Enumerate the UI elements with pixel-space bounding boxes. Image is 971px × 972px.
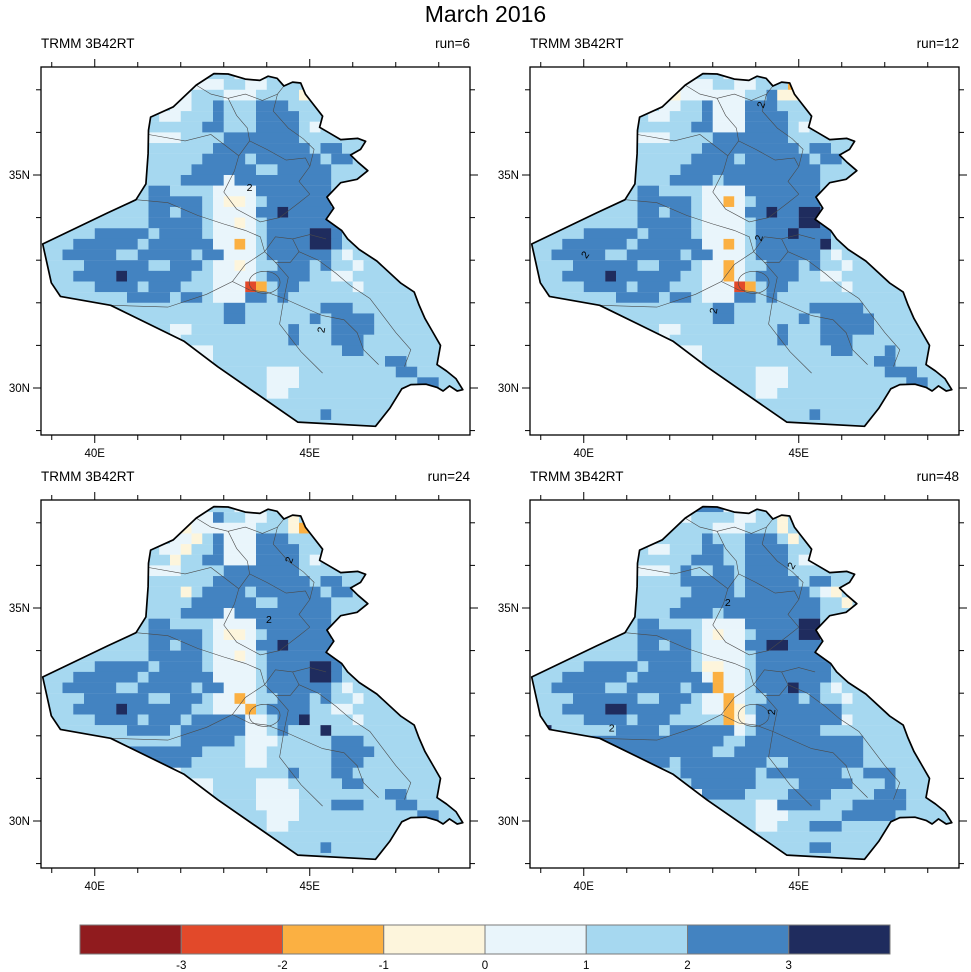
axis-ticks [33, 492, 478, 876]
x-tick-label: 40E [574, 448, 595, 460]
admin-boundaries [599, 84, 901, 374]
contour-label: 2 [766, 709, 778, 716]
x-tick-label: 40E [85, 881, 106, 893]
country-outline [41, 505, 464, 861]
x-tick-label: 40E [85, 448, 106, 460]
contour-label: 2 [266, 614, 272, 626]
contour-label: 2 [725, 597, 731, 609]
x-tick-label: 40E [574, 881, 595, 893]
grid-cells [42, 73, 463, 427]
colorbar-segment [484, 924, 587, 955]
y-tick-label: 30N [9, 383, 30, 395]
run-label: run=6 [435, 36, 470, 51]
grid-cells [42, 506, 463, 860]
colorbar: -3 -2 -1 0 1 2 3 [79, 924, 891, 972]
x-tick-label: 45E [789, 881, 810, 893]
y-tick-label: 30N [498, 383, 519, 395]
figure-title: March 2016 [424, 1, 547, 27]
colorbar-segment [79, 924, 182, 955]
panel-header-run-48: TRMM 3B42RT run=48 [530, 469, 959, 484]
admin-boundaries [599, 517, 901, 807]
contour-label: 2 [753, 234, 766, 243]
contour-label: 2 [315, 326, 328, 334]
admin-boundaries [110, 517, 412, 807]
x-tick-label: 45E [789, 448, 810, 460]
y-tick-label: 35N [498, 603, 519, 615]
plot-frame [40, 66, 471, 436]
panel-header-run-24: TRMM 3B42RT run=24 [41, 469, 470, 484]
grid-cells [531, 506, 952, 860]
panel-header-run-12: TRMM 3B42RT run=12 [530, 36, 959, 51]
plot-frame [40, 499, 471, 869]
map-run-48: 2 2 2 2 40E 45E 35N 30N [498, 492, 967, 893]
run-label: run=24 [427, 469, 470, 484]
run-label: run=12 [916, 36, 959, 51]
dataset-label: TRMM 3B42RT [530, 469, 624, 484]
admin-boundaries [110, 84, 412, 374]
colorbar-segment [687, 924, 790, 955]
colorbar-segment [282, 924, 385, 955]
axis-ticks [522, 59, 967, 443]
colorbar-tick-label: 0 [482, 960, 488, 972]
dataset-label: TRMM 3B42RT [530, 36, 624, 51]
y-tick-label: 30N [498, 816, 519, 828]
contour-label: 2 [247, 182, 253, 194]
colorbar-segment [383, 924, 486, 955]
colorbar-tick-label: -3 [176, 960, 186, 972]
run-label: run=48 [916, 469, 959, 484]
plot-frame [529, 66, 960, 436]
y-tick-label: 35N [9, 170, 30, 182]
country-outline [41, 72, 464, 428]
map-run-24: 2 2 40E 45E 35N 30N [9, 492, 478, 893]
contour-label: 2 [609, 723, 615, 735]
colorbar-tick-label: 1 [583, 960, 589, 972]
contour-label: 2 [755, 100, 768, 110]
contour-label: 2 [283, 555, 296, 565]
y-tick-label: 35N [498, 170, 519, 182]
axis-ticks [522, 492, 967, 876]
grid-cells [531, 73, 952, 427]
panel-header-run-6: TRMM 3B42RT run=6 [41, 36, 470, 51]
country-outline [530, 505, 953, 861]
colorbar-tick-label: 3 [786, 960, 792, 972]
country-outline [530, 72, 953, 428]
dataset-label: TRMM 3B42RT [41, 469, 135, 484]
plot-frame [529, 499, 960, 869]
colorbar-segment [788, 924, 891, 955]
axis-ticks [33, 59, 478, 443]
colorbar-segment [585, 924, 688, 955]
contour-label: 2 [708, 307, 721, 315]
contour-label: 2 [579, 249, 592, 261]
x-tick-label: 45E [300, 881, 321, 893]
colorbar-tick-label: 2 [684, 960, 690, 972]
map-run-12: 2 2 2 2 40E 45E 35N 30N [498, 59, 967, 460]
y-tick-label: 35N [9, 603, 30, 615]
colorbar-tick-label: -2 [277, 960, 287, 972]
y-tick-label: 30N [9, 816, 30, 828]
map-run-6: 2 2 40E 45E 35N 30N [9, 59, 478, 460]
dataset-label: TRMM 3B42RT [41, 36, 135, 51]
contour-label: 2 [785, 560, 798, 571]
colorbar-segment [180, 924, 283, 955]
x-tick-label: 45E [300, 448, 321, 460]
colorbar-tick-label: -1 [379, 960, 389, 972]
